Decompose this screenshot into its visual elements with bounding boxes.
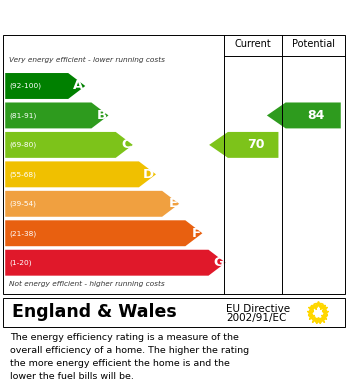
Text: Very energy efficient - lower running costs: Very energy efficient - lower running co… [9, 57, 165, 63]
Text: Not energy efficient - higher running costs: Not energy efficient - higher running co… [9, 280, 165, 287]
Polygon shape [5, 73, 85, 99]
Text: England & Wales: England & Wales [12, 303, 177, 321]
Text: B: B [97, 109, 107, 122]
Text: 70: 70 [247, 138, 264, 151]
Text: (92-100): (92-100) [9, 83, 41, 89]
Polygon shape [5, 132, 133, 158]
Text: Potential: Potential [292, 39, 335, 49]
Polygon shape [209, 132, 278, 158]
Text: Energy Efficiency Rating: Energy Efficiency Rating [9, 9, 230, 23]
Text: (21-38): (21-38) [9, 230, 37, 237]
Text: A: A [73, 79, 84, 93]
Text: Current: Current [235, 39, 271, 49]
Text: (39-54): (39-54) [9, 201, 37, 207]
Text: 2002/91/EC: 2002/91/EC [226, 313, 286, 323]
Polygon shape [5, 102, 109, 128]
Text: C: C [121, 138, 131, 151]
Text: The energy efficiency rating is a measure of the
overall efficiency of a home. T: The energy efficiency rating is a measur… [10, 334, 250, 381]
Text: (69-80): (69-80) [9, 142, 37, 148]
Polygon shape [5, 191, 179, 217]
Polygon shape [267, 102, 341, 128]
Polygon shape [5, 161, 156, 187]
Text: D: D [143, 168, 154, 181]
Polygon shape [5, 250, 226, 276]
Text: 84: 84 [307, 109, 325, 122]
Text: F: F [191, 227, 201, 240]
Text: (81-91): (81-91) [9, 112, 37, 119]
Text: E: E [168, 197, 177, 210]
Polygon shape [5, 220, 203, 246]
Text: (55-68): (55-68) [9, 171, 37, 178]
Text: EU Directive: EU Directive [226, 303, 290, 314]
Text: G: G [213, 256, 224, 269]
Text: (1-20): (1-20) [9, 260, 32, 266]
